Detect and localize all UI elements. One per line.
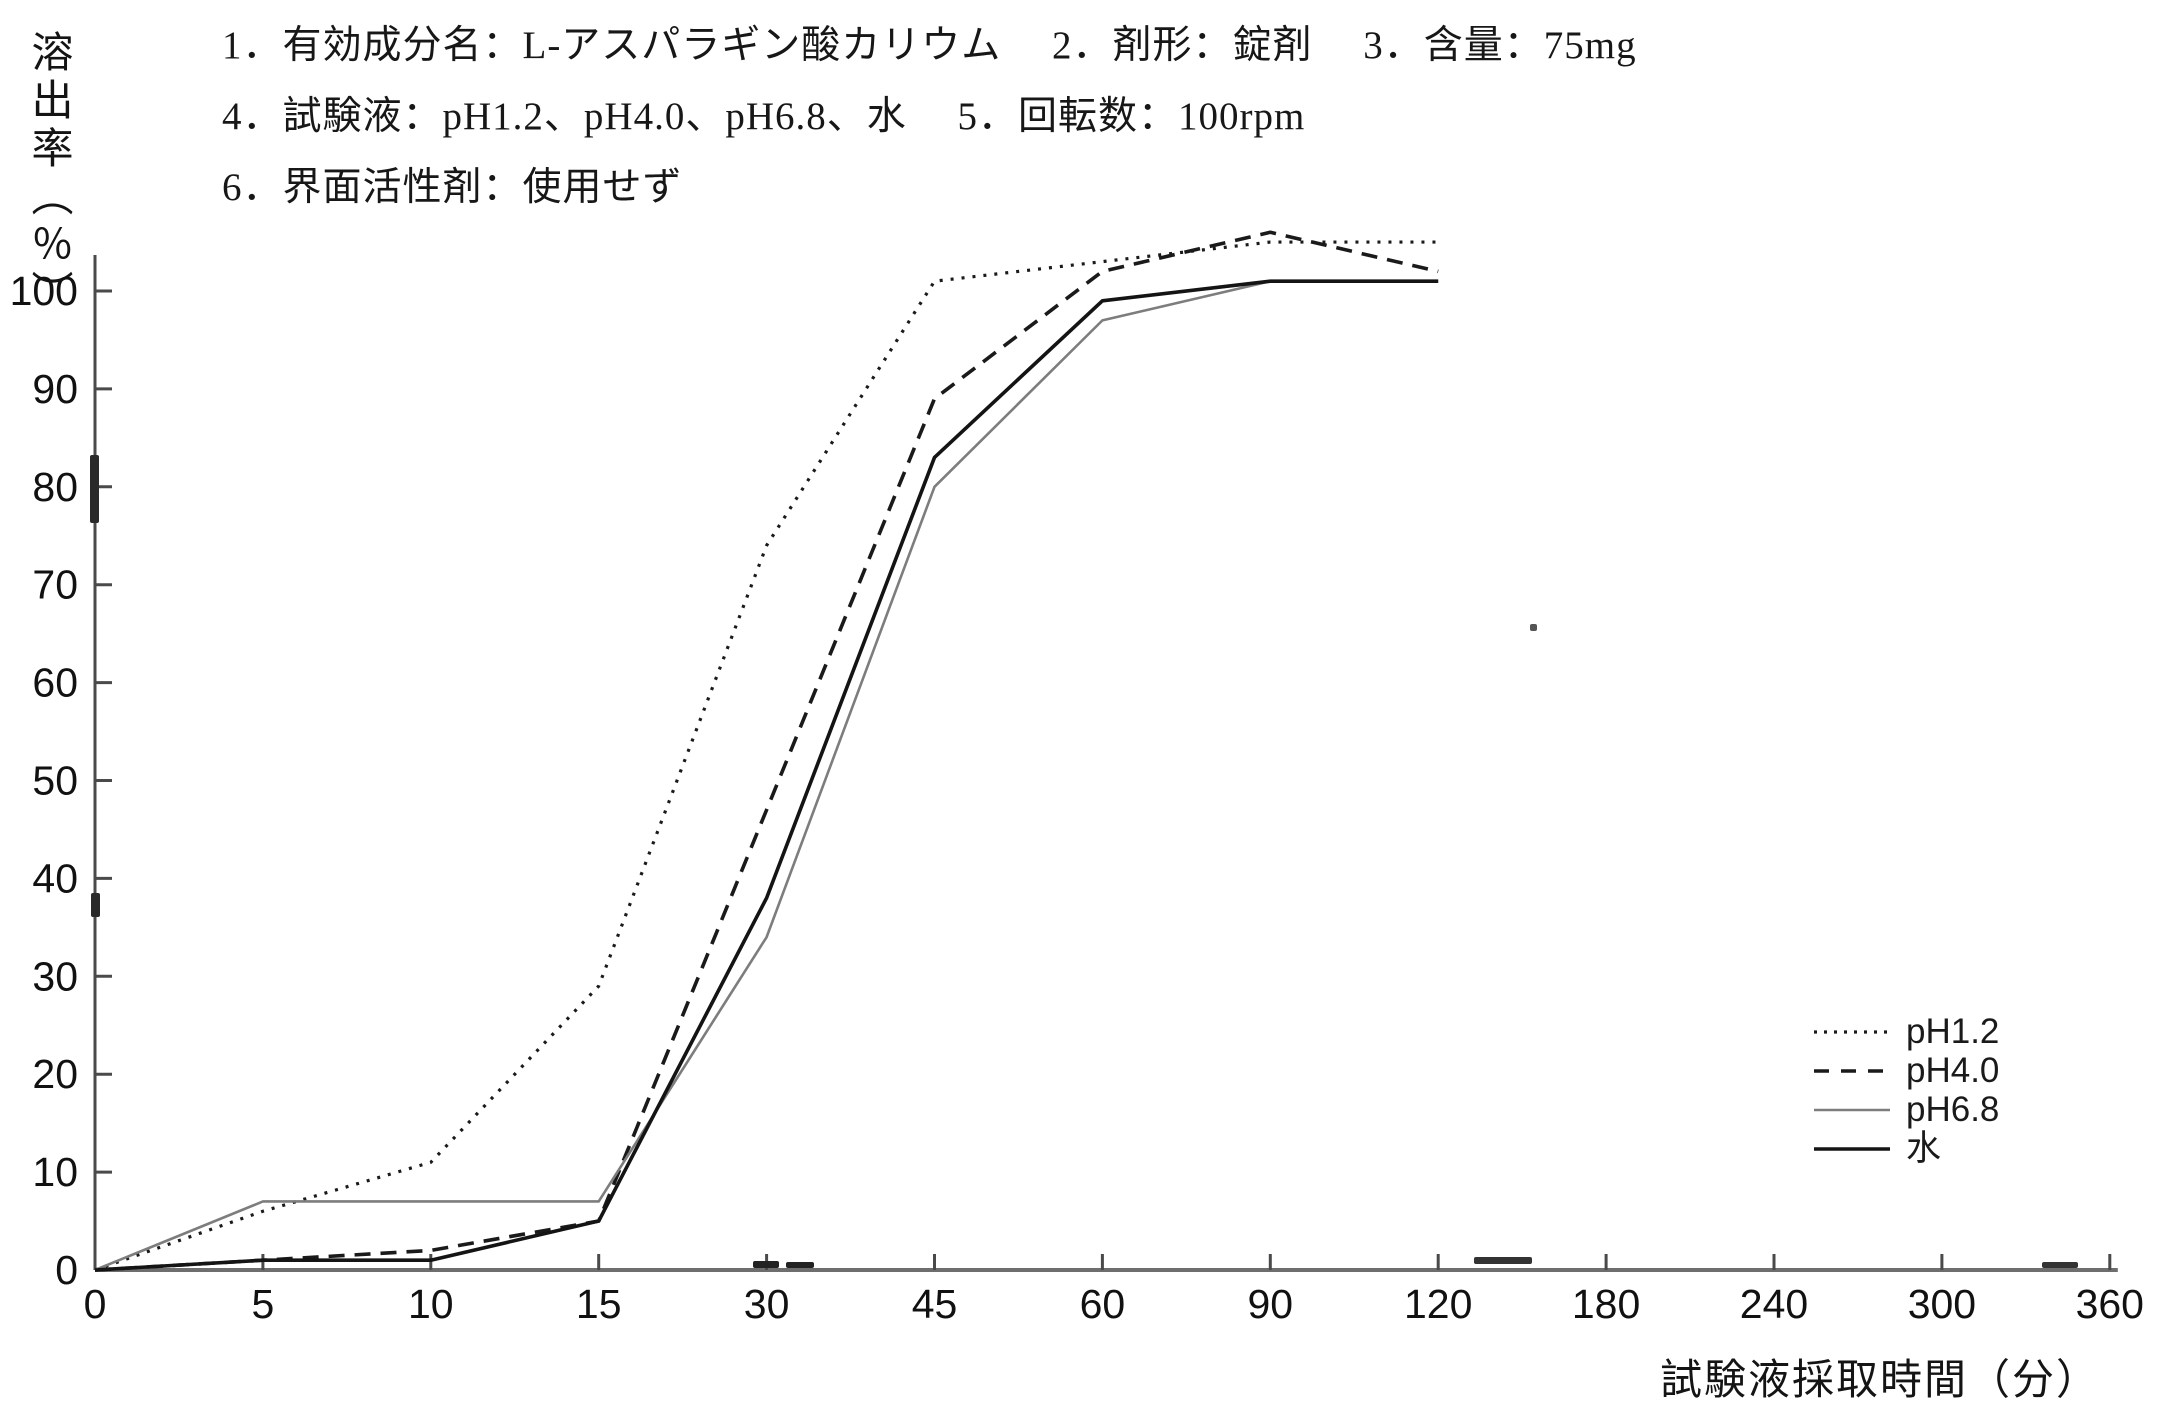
y-axis-title: 溶出率（％） [25,30,71,318]
legend-label: pH6.8 [1906,1090,2000,1129]
legend-line-sample [1814,1029,1890,1034]
x-tick-label: 60 [1080,1281,1126,1327]
x-tick-label: 300 [1908,1281,1976,1327]
y-tick-label: 40 [32,855,78,901]
legend-line-sample [1814,1146,1890,1151]
y-tick-label: 0 [55,1247,78,1293]
x-tick-label: 120 [1404,1281,1472,1327]
x-tick-label: 15 [576,1281,622,1327]
series-line-pH1.2 [94,240,1439,1272]
legend-label: 水 [1906,1129,1942,1168]
header-line-3: 6．界面活性剤：使用せず [222,166,683,209]
y-tick-label: 30 [32,953,78,999]
legend-item-pH1.2: pH1.2 [1812,1012,1999,1051]
scan-artifact [2042,1262,2078,1268]
scan-artifact [91,893,100,917]
legend-line-sample [1814,1108,1890,1111]
x-tick-label: 180 [1572,1281,1640,1327]
y-tick-label: 10 [32,1149,78,1195]
legend-item-pH6.8: pH6.8 [1812,1090,1999,1129]
x-tick-label: 240 [1740,1281,1808,1327]
header-line-1: 1．有効成分名：L-アスパラギン酸カリウム 2．剤形：錠剤 3．含量：75mg [222,24,1637,67]
series-line-水 [94,279,1439,1272]
x-tick-label: 90 [1247,1281,1293,1327]
y-tick-label: 100 [10,268,78,314]
legend-item-水: 水 [1812,1129,1999,1168]
legend-label: pH1.2 [1906,1012,2000,1051]
scan-artifact [90,455,99,523]
scan-artifact [786,1262,814,1268]
y-tick-label: 90 [32,366,78,412]
x-tick-label: 45 [912,1281,958,1327]
series-line-pH6.8 [94,279,1439,1272]
chart-legend: pH1.2 pH4.0 pH6.8 水 [1812,1012,1999,1168]
y-tick-label: 60 [32,660,78,706]
scan-artifact [1530,624,1537,631]
y-tick-label: 80 [32,464,78,510]
series-line-pH4.0 [94,230,1439,1272]
x-tick-label: 360 [2076,1281,2144,1327]
y-tick-label: 50 [32,758,78,804]
legend-item-pH4.0: pH4.0 [1812,1051,1999,1090]
y-tick-label: 70 [32,562,78,608]
x-tick-label: 10 [408,1281,454,1327]
header-line-2: 4．試験液：pH1.2、pH4.0、pH6.8、水 5．回転数：100rpm [222,95,1306,138]
x-tick-label: 5 [251,1281,274,1327]
legend-label: pH4.0 [1906,1051,2000,1090]
x-tick-label: 30 [744,1281,790,1327]
scan-artifact [753,1261,779,1268]
legend-line-sample [1814,1068,1890,1073]
test-conditions-header: 1．有効成分名：L-アスパラギン酸カリウム 2．剤形：錠剤 3．含量：75mg … [222,10,1722,223]
scan-artifact [1474,1257,1532,1264]
x-tick-label: 0 [84,1281,107,1327]
x-axis-title: 試験液採取時間（分） [1659,1358,2100,1404]
y-tick-label: 20 [32,1051,78,1097]
